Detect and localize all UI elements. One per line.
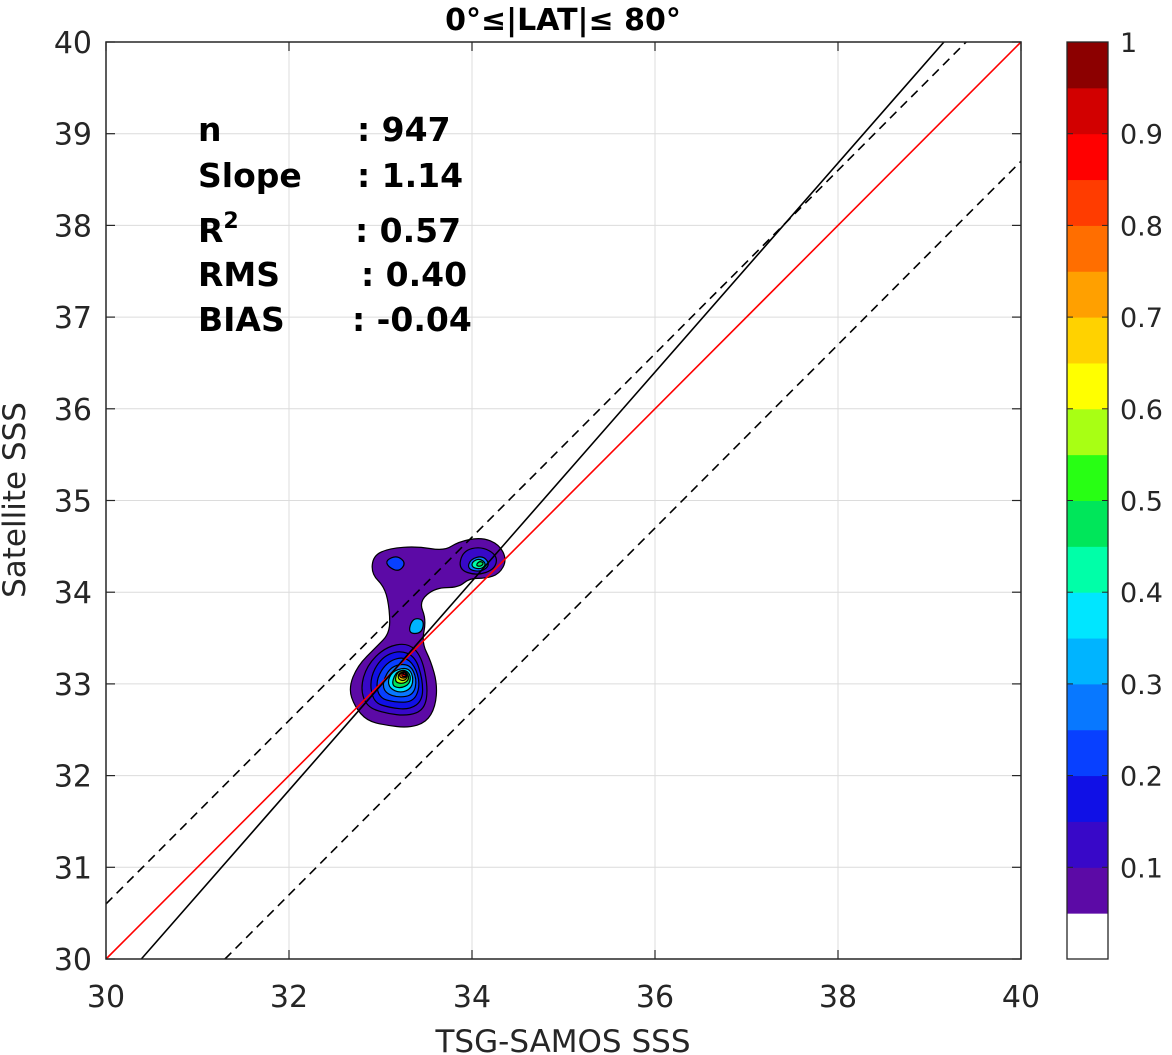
- y-tick-label: 33: [54, 668, 92, 703]
- stat-value: : 947: [357, 110, 451, 149]
- colorbar-bin: [1067, 271, 1108, 318]
- colorbar-bin: [1067, 683, 1108, 731]
- stat-label: Slope: [198, 156, 302, 195]
- colorbar-tick-label: 0.8: [1120, 211, 1163, 242]
- colorbar-tick-label: 0.2: [1120, 762, 1163, 793]
- colorbar-bin: [1067, 133, 1108, 181]
- contour-level: [476, 561, 484, 567]
- x-tick-label: 32: [270, 980, 308, 1015]
- lower-bound-line: [224, 160, 1022, 960]
- stat-value: : -0.04: [352, 300, 472, 339]
- tick-labels: 30 32 34 36 38 40 30 31 32 33 34 35 36 37 38 39 40: [54, 26, 1040, 1015]
- stat-value: : 0.57: [355, 211, 461, 250]
- colorbar-bin: [1067, 775, 1108, 822]
- x-tick-label: 36: [636, 980, 674, 1015]
- y-tick-label: 34: [54, 576, 92, 611]
- colorbar-tick-label: 1: [1120, 28, 1137, 59]
- colorbar-bin: [1067, 867, 1108, 914]
- x-axis-label: TSG-SAMOS SSS: [435, 1024, 691, 1055]
- colorbar-bin: [1067, 500, 1108, 547]
- colorbar-tick-label: 0.5: [1120, 487, 1163, 518]
- y-tick-label: 31: [54, 851, 92, 886]
- gridlines: [105, 41, 1022, 960]
- colorbar-bin: [1067, 454, 1108, 501]
- colorbar-bin: [1067, 913, 1108, 960]
- colorbar-bin: [1067, 592, 1108, 639]
- y-tick-label: 36: [54, 393, 92, 428]
- colorbar-bin: [1067, 225, 1108, 272]
- colorbar-tick-label: 0.9: [1120, 120, 1163, 151]
- regression-fit-line: [140, 41, 945, 960]
- stat-value: : 0.40: [361, 255, 467, 294]
- colorbar-bin: [1067, 821, 1108, 868]
- stat-label: n: [198, 110, 222, 149]
- upper-bound-line: [105, 41, 967, 905]
- x-tick-label: 34: [453, 980, 491, 1015]
- colorbar-tick-label: 0.7: [1120, 303, 1163, 334]
- colorbar-bin: [1067, 87, 1108, 135]
- colorbar-bin: [1067, 408, 1108, 456]
- colorbar-bin: [1067, 546, 1108, 593]
- colorbar-bin: [1067, 729, 1108, 777]
- axes: [105, 41, 1022, 960]
- stat-value: : 1.14: [357, 156, 463, 195]
- y-tick-label: 35: [54, 485, 92, 520]
- colorbar-bin: [1067, 317, 1108, 364]
- colorbar-tick-label: 0.1: [1120, 853, 1163, 884]
- colorbar-bin: [1067, 42, 1108, 89]
- one-to-one-line: [105, 41, 1022, 960]
- stat-label-superscript: 2: [223, 209, 238, 234]
- y-tick-label: 40: [54, 26, 92, 61]
- y-tick-label: 37: [54, 301, 92, 336]
- y-tick-label: 32: [54, 760, 92, 795]
- y-tick-label: 38: [54, 209, 92, 244]
- contour-level: [402, 671, 407, 676]
- x-tick-label: 38: [819, 980, 857, 1015]
- colorbar-tick-label: 0.3: [1120, 670, 1163, 701]
- stat-label: RMS: [198, 255, 280, 294]
- stat-label: BIAS: [198, 300, 285, 339]
- chart-title: 0°≤|LAT|≤ 80°: [445, 3, 681, 38]
- x-tick-label: 30: [87, 980, 125, 1015]
- contour-level: [386, 556, 405, 571]
- colorbar-bin: [1067, 179, 1108, 226]
- x-tick-label: 40: [1002, 980, 1040, 1015]
- colorbar-tick-label: 0.4: [1120, 578, 1163, 609]
- reference-lines: [105, 41, 1022, 960]
- colorbar-bin: [1067, 638, 1108, 685]
- colorbar: 0.1 0.2 0.3 0.4 0.5 0.6 0.7 0.8 0.9 1: [1066, 28, 1163, 960]
- contour-fills: [349, 538, 506, 728]
- y-tick-label: 39: [54, 118, 92, 153]
- colorbar-bin: [1067, 362, 1108, 410]
- y-axis-label: Satellite SSS: [0, 402, 33, 598]
- contour-level: [409, 618, 424, 635]
- colorbar-tick-label: 0.6: [1120, 395, 1163, 426]
- y-tick-label: 30: [54, 943, 92, 978]
